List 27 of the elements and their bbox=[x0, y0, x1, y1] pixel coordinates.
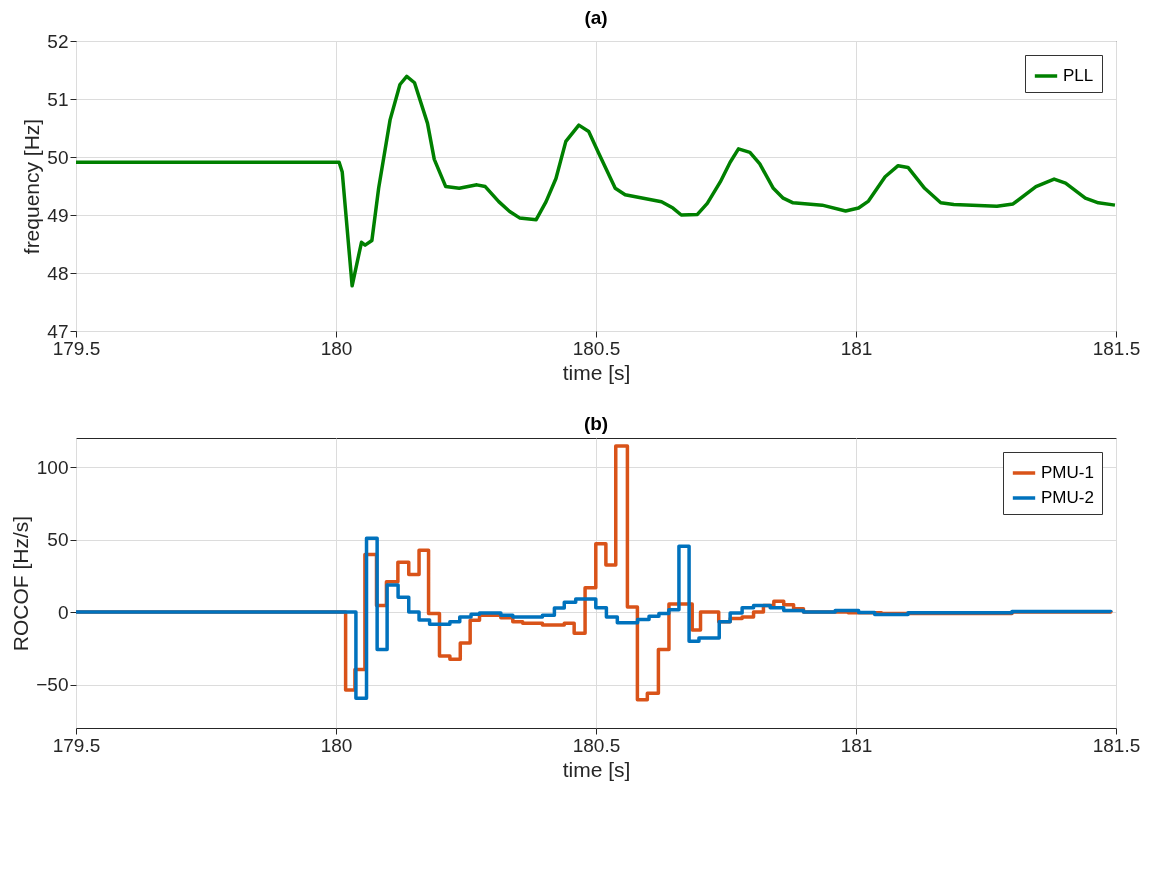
y-tick-label: 0 bbox=[57, 601, 69, 623]
chart-title: (b) bbox=[583, 413, 609, 434]
y-tick-label: 48 bbox=[47, 262, 69, 284]
x-tick-label: 181.5 bbox=[1092, 337, 1141, 359]
y-axis-title: ROCOF [Hz/s] bbox=[9, 515, 33, 652]
chart-title: (a) bbox=[584, 7, 608, 28]
x-tick-label: 181.5 bbox=[1092, 734, 1141, 756]
x-tick-label: 180 bbox=[320, 734, 353, 756]
y-tick-label: 50 bbox=[47, 529, 69, 550]
x-tick-label: 181 bbox=[840, 337, 873, 359]
x-tick-label: 180.5 bbox=[572, 734, 621, 756]
x-tick-label: 180 bbox=[320, 337, 353, 359]
x-tick-label: 181 bbox=[840, 734, 873, 756]
y-tick-label: 50 bbox=[47, 146, 69, 168]
y-tick-label: −50 bbox=[36, 674, 69, 695]
y-tick-label: 52 bbox=[47, 30, 69, 52]
x-tick-label: 179.5 bbox=[52, 734, 101, 756]
x-axis-title: time [s] bbox=[562, 757, 631, 781]
y-tick-label: 100 bbox=[36, 456, 69, 478]
x-tick-label: 180.5 bbox=[572, 337, 621, 359]
y-axis-title: frequency [Hz] bbox=[20, 118, 44, 255]
legend-label: PLL bbox=[1063, 66, 1094, 85]
y-tick-label: 51 bbox=[47, 88, 69, 110]
legend-label: PMU-2 bbox=[1041, 488, 1094, 507]
legend-label: PMU-1 bbox=[1041, 463, 1094, 482]
y-tick-label: 49 bbox=[47, 204, 69, 226]
x-axis-title: time [s] bbox=[562, 360, 631, 384]
